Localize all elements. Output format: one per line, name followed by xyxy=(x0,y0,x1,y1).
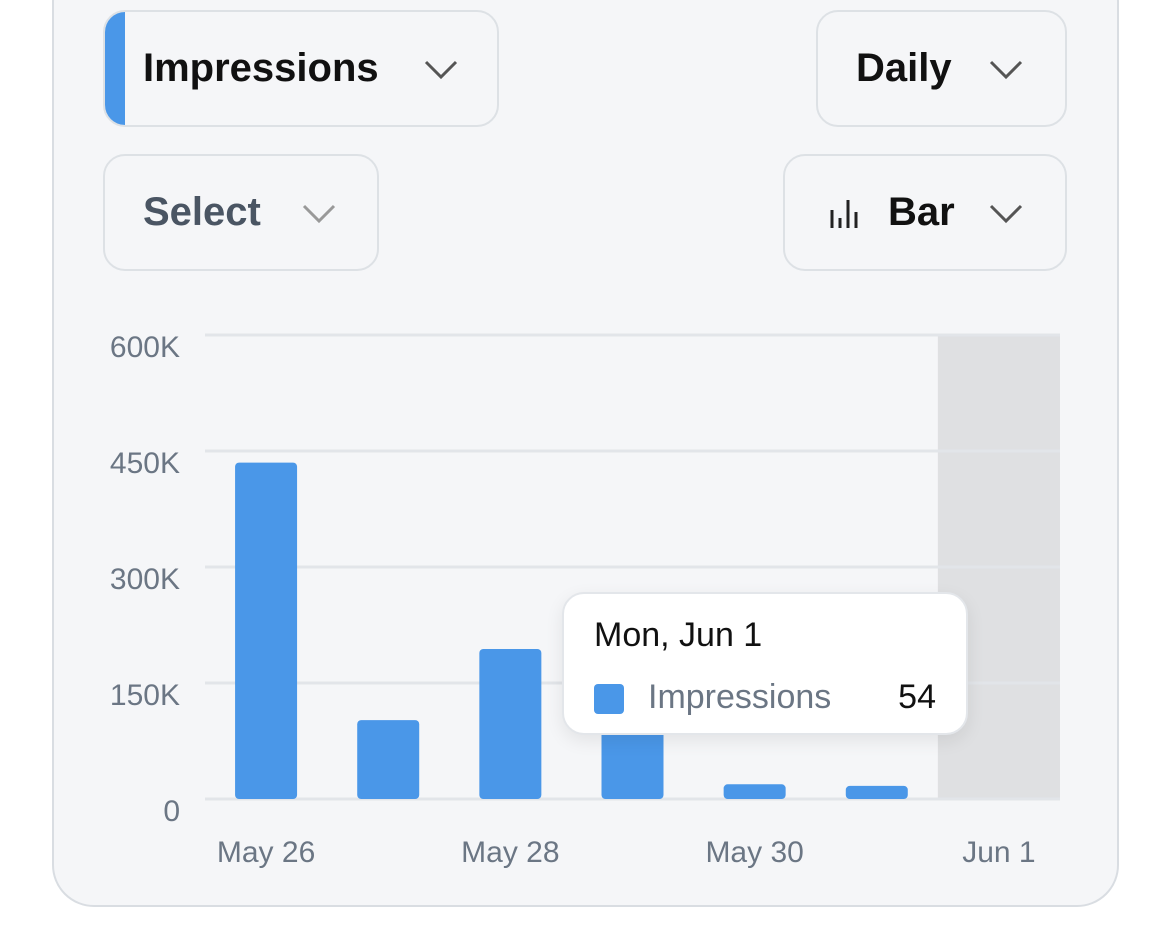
interval-label: Daily xyxy=(856,46,952,90)
chevron xyxy=(302,204,336,224)
x-tick-label: May 30 xyxy=(705,836,803,869)
compare-label: Select xyxy=(143,190,261,234)
y-tick-label: 450K xyxy=(110,447,180,480)
bar xyxy=(235,462,298,799)
bar xyxy=(357,720,420,799)
tooltip-date: Mon, Jun 1 xyxy=(594,616,763,654)
chevron xyxy=(989,60,1023,80)
x-tick-label: May 26 xyxy=(217,836,315,869)
y-tick-label: 150K xyxy=(110,679,180,712)
chevron xyxy=(424,60,458,80)
tooltip-swatch xyxy=(594,684,624,714)
bar xyxy=(845,785,908,799)
metric-label: Impressions xyxy=(143,46,379,90)
tooltip: Mon, Jun 1 Impressions 54 xyxy=(562,592,968,735)
x-tick-label: May 28 xyxy=(461,836,559,869)
metric-dropdown[interactable]: Impressions xyxy=(103,10,499,127)
interval-dropdown[interactable]: Daily xyxy=(816,10,1067,127)
compare-dropdown[interactable]: Select xyxy=(103,154,379,271)
y-tick-label: 600K xyxy=(110,331,180,364)
bar-icon xyxy=(830,200,858,228)
y-tick-label: 0 xyxy=(163,795,180,828)
y-tick-label: 300K xyxy=(110,563,180,596)
chart-type-dropdown[interactable]: Bar xyxy=(783,154,1067,271)
bar xyxy=(479,648,542,799)
tooltip-value: 54 xyxy=(898,678,936,716)
bar xyxy=(723,784,786,799)
tooltip-series: Impressions xyxy=(648,678,832,716)
x-tick-label: Jun 1 xyxy=(962,836,1035,869)
metric-color xyxy=(105,12,125,125)
chevron xyxy=(989,204,1023,224)
chart-type-label: Bar xyxy=(888,190,955,234)
